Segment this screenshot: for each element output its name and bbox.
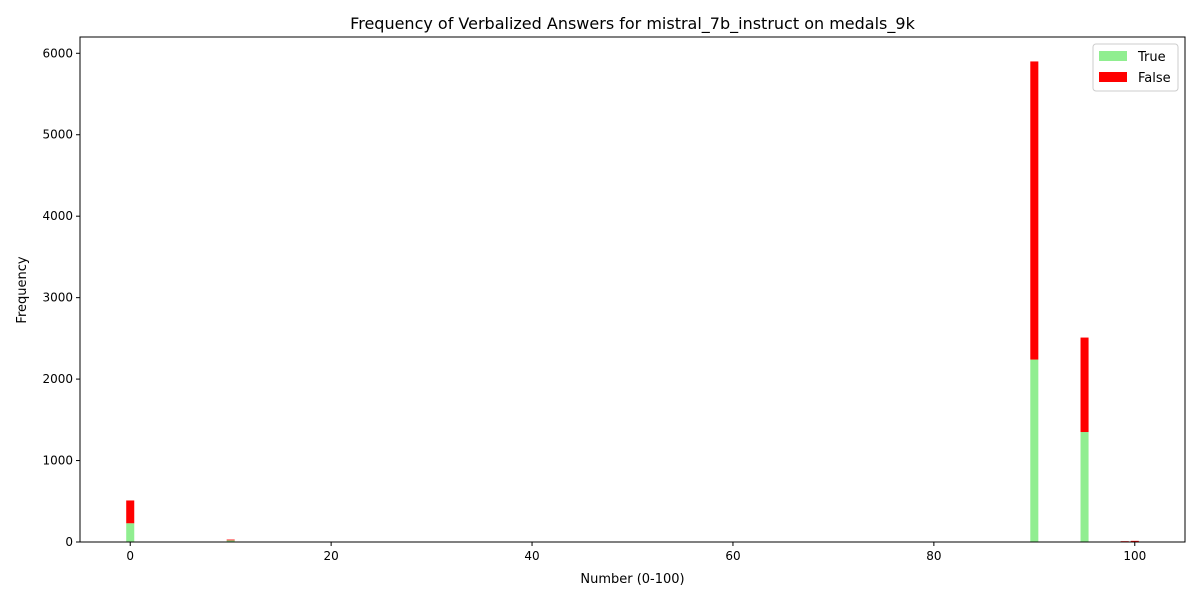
- bar-true-10: [226, 540, 235, 542]
- y-tick-label: 6000: [42, 46, 73, 60]
- x-tick-label: 20: [323, 549, 338, 563]
- x-axis-title: Number (0-100): [580, 572, 684, 587]
- x-tick-label: 100: [1123, 549, 1146, 563]
- y-tick-label: 2000: [42, 372, 73, 386]
- bar-false-10: [226, 539, 235, 541]
- legend-label-false: False: [1138, 71, 1171, 86]
- bar-true-90: [1030, 359, 1039, 542]
- plot-frame: [79, 36, 1186, 543]
- y-tick-label: 3000: [42, 291, 73, 305]
- y-tick-label: 5000: [42, 128, 73, 142]
- y-tick-label: 0: [65, 535, 73, 549]
- x-axis: 0 20 40 60 80 100: [126, 542, 1146, 563]
- y-axis-title: Frequency: [15, 256, 30, 323]
- legend: True False: [1092, 43, 1179, 92]
- bars-layer: [126, 61, 1139, 542]
- legend-swatch-false: [1099, 72, 1127, 82]
- chart-title: Frequency of Verbalized Answers for mist…: [350, 14, 915, 34]
- bar-true-0: [126, 523, 135, 542]
- y-axis: 0 1000 2000 3000 4000 5000 6000: [42, 46, 80, 549]
- y-tick-label: 4000: [42, 209, 73, 223]
- x-tick-label: 40: [524, 549, 539, 563]
- bar-false-0: [126, 500, 135, 524]
- legend-swatch-true: [1099, 51, 1127, 61]
- bar-true-95: [1080, 432, 1089, 542]
- x-tick-label: 60: [725, 549, 740, 563]
- bar-false-95: [1080, 337, 1089, 433]
- x-tick-label: 0: [126, 549, 134, 563]
- legend-label-true: True: [1137, 50, 1166, 65]
- x-tick-label: 80: [926, 549, 941, 563]
- y-tick-label: 1000: [42, 454, 73, 468]
- bar-false-100: [1130, 540, 1139, 542]
- bar-false-90: [1030, 61, 1039, 360]
